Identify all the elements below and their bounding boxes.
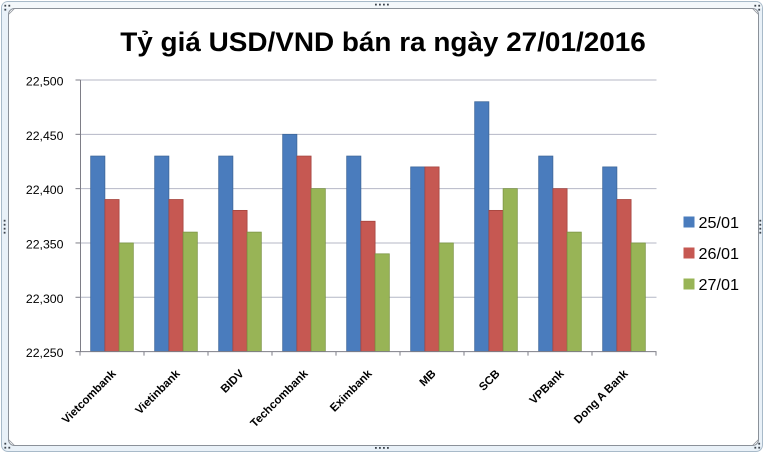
svg-text:22,400: 22,400 bbox=[26, 183, 64, 197]
svg-text:Tỷ giá USD/VND bán ra ngày 27/: Tỷ giá USD/VND bán ra ngày 27/01/2016 bbox=[120, 26, 646, 57]
svg-text:25/01: 25/01 bbox=[699, 215, 740, 232]
svg-text:26/01: 26/01 bbox=[699, 246, 740, 263]
svg-text:22,350: 22,350 bbox=[26, 238, 64, 252]
svg-text:22,500: 22,500 bbox=[26, 75, 64, 89]
svg-text:22,450: 22,450 bbox=[26, 129, 64, 143]
svg-text:27/01: 27/01 bbox=[699, 277, 740, 294]
svg-text:22,250: 22,250 bbox=[26, 346, 64, 360]
svg-text:22,300: 22,300 bbox=[26, 292, 64, 306]
